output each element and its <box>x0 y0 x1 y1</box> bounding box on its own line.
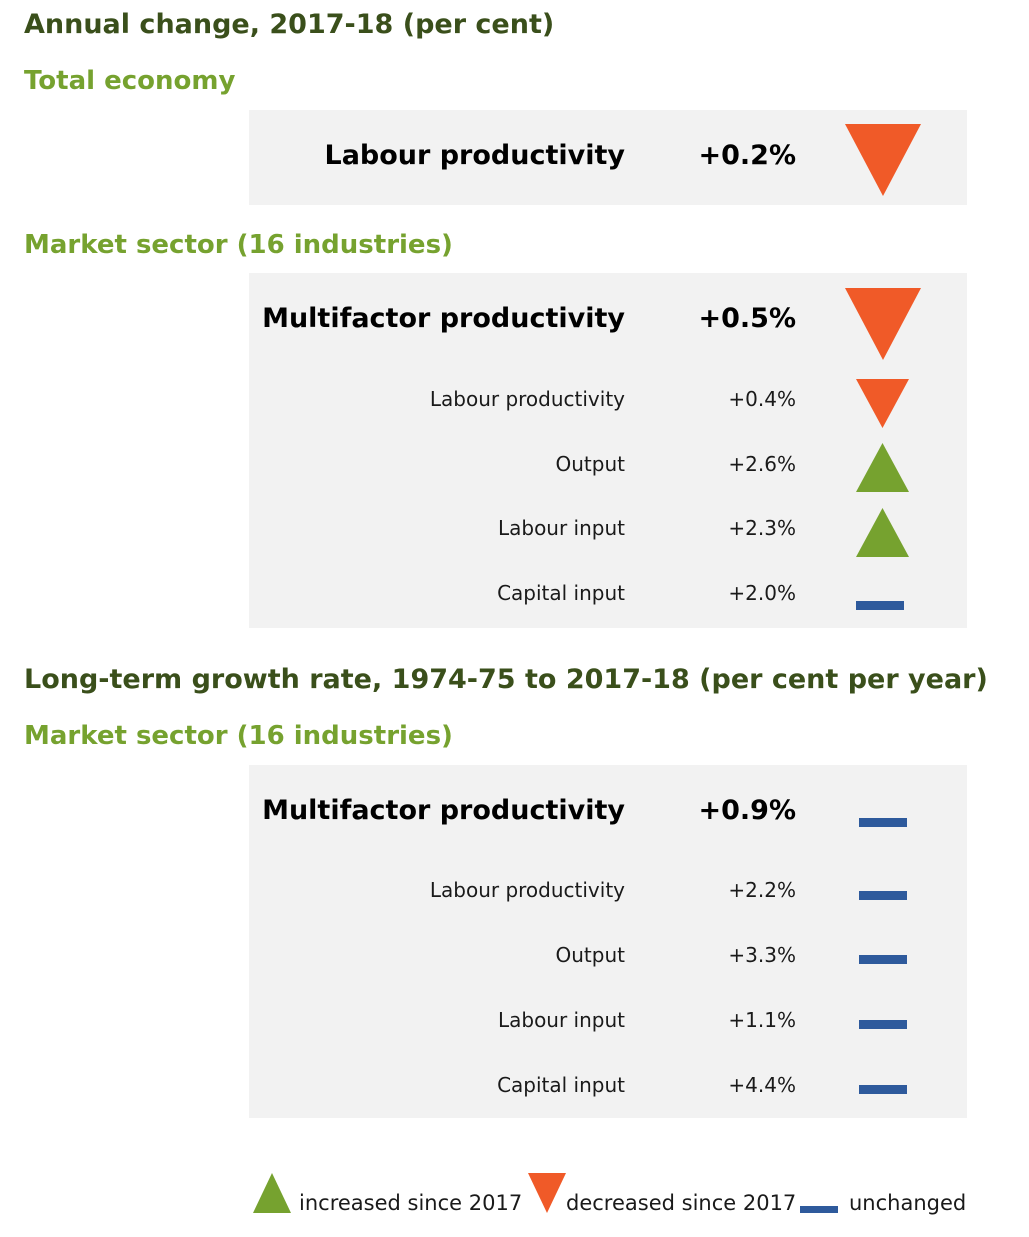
row-value: +4.4% <box>728 1073 796 1097</box>
down-icon <box>845 124 921 196</box>
total-economy-panel: Labour productivity +0.2% <box>249 110 967 205</box>
unchanged-icon <box>859 818 907 827</box>
unchanged-icon <box>856 601 904 610</box>
up-icon <box>856 443 909 492</box>
row-label: Capital input <box>497 581 625 605</box>
legend-unchanged-label: unchanged <box>849 1191 967 1215</box>
row-label: Multifactor productivity <box>262 795 625 826</box>
row-value: +2.3% <box>728 516 796 540</box>
row-value: +2.6% <box>728 452 796 476</box>
row-value: +3.3% <box>728 943 796 967</box>
row-label: Labour input <box>497 1008 625 1032</box>
row-label: Capital input <box>497 1073 625 1097</box>
row-label: Multifactor productivity <box>262 303 625 334</box>
legend-increased-label: increased since 2017 <box>299 1191 523 1215</box>
legend-decreased-label: decreased since 2017 <box>566 1191 797 1215</box>
long-term-title: Long-term growth rate, 1974-75 to 2017-1… <box>24 664 988 695</box>
unchanged-icon <box>859 955 907 964</box>
up-icon <box>856 508 909 557</box>
row-label: Labour productivity <box>429 878 625 902</box>
row-value: +0.5% <box>698 303 796 334</box>
annual-change-title: Annual change, 2017-18 (per cent) <box>24 9 555 40</box>
row-label: Labour input <box>497 516 625 540</box>
row-label: Labour productivity <box>324 140 625 171</box>
row-value: +0.4% <box>728 387 796 411</box>
market-sector-longterm-panel: Multifactor productivity +0.9% Labour pr… <box>249 765 967 1118</box>
unchanged-icon <box>859 1020 907 1029</box>
down-icon <box>845 288 921 360</box>
row-value: +1.1% <box>728 1008 796 1032</box>
down-icon <box>856 379 909 428</box>
legend: increased since 2017 decreased since 201… <box>0 1165 1029 1225</box>
unchanged-icon <box>800 1206 838 1213</box>
unchanged-icon <box>859 891 907 900</box>
row-label: Labour productivity <box>429 387 625 411</box>
row-value: +2.2% <box>728 878 796 902</box>
row-label: Output <box>555 943 625 967</box>
row-value: +0.9% <box>698 795 796 826</box>
market-sector-heading: Market sector (16 industries) <box>24 721 453 751</box>
unchanged-icon <box>859 1085 907 1094</box>
down-icon <box>528 1173 566 1213</box>
market-sector-annual-panel: Multifactor productivity +0.5% Labour pr… <box>249 273 967 628</box>
total-economy-heading: Total economy <box>24 66 236 96</box>
row-value: +0.2% <box>698 140 796 171</box>
row-value: +2.0% <box>728 581 796 605</box>
up-icon <box>253 1173 291 1213</box>
market-sector-heading: Market sector (16 industries) <box>24 230 453 260</box>
row-label: Output <box>555 452 625 476</box>
